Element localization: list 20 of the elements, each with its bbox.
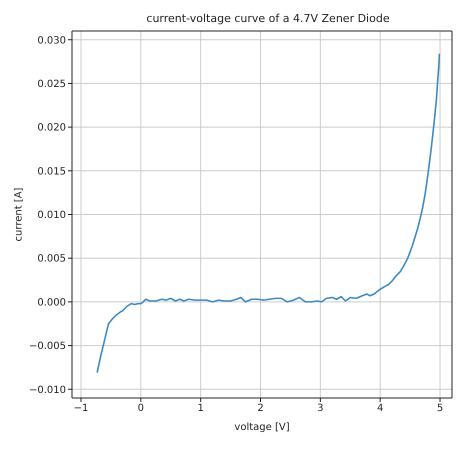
y-axis-title: current [A]: [14, 187, 25, 242]
x-tick-label: 2: [257, 403, 264, 414]
x-tick-label: 4: [377, 403, 384, 414]
x-tick-label: 1: [197, 403, 204, 414]
y-tick-label: 0.030: [37, 35, 66, 46]
y-tick-label: 0.000: [37, 297, 66, 308]
x-tick-label: 0: [138, 403, 144, 414]
x-tick-label: 3: [317, 403, 324, 414]
y-tick-label: 0.020: [37, 122, 66, 134]
y-tick-label: −0.005: [28, 341, 66, 352]
y-tick-label: −0.010: [28, 384, 66, 396]
line-series: [96, 52, 440, 374]
y-tick-label: 0.015: [37, 166, 66, 178]
y-tick-label: 0.010: [37, 210, 66, 222]
x-tick-label: −1: [74, 403, 88, 414]
y-tick-label: 0.025: [37, 78, 66, 90]
x-tick-label: 5: [436, 403, 444, 414]
y-tick-label: 0.005: [37, 254, 66, 265]
x-axis-title: voltage [V]: [234, 422, 290, 433]
chart-title: current-voltage curve of a 4.7V Zener Diode: [146, 12, 390, 25]
